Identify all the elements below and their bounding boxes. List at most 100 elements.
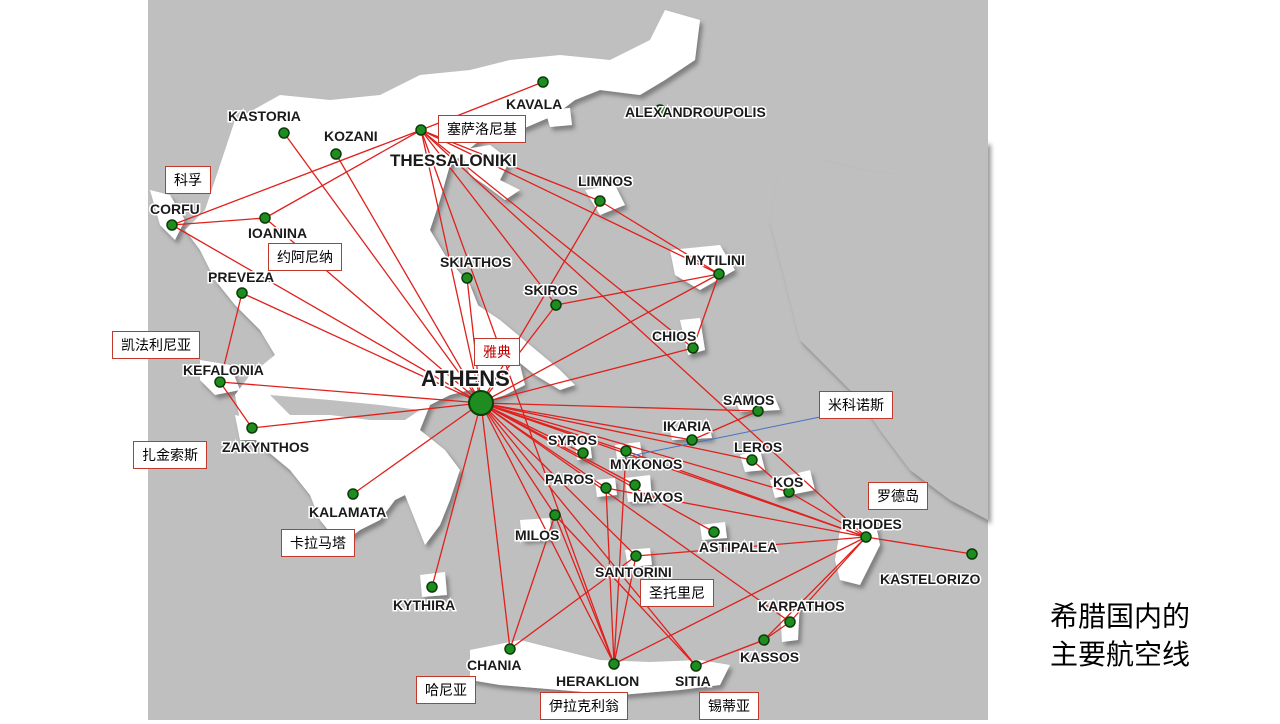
airport-naxos-marker (629, 479, 641, 491)
route-athens-kastoria (283, 132, 482, 404)
callout-corfu: 科孚 (165, 166, 211, 194)
airport-syros-marker (577, 447, 589, 459)
city-label-thessaloniki: THESSALONIKI (390, 151, 517, 170)
route-athens-kythira (431, 402, 482, 588)
callout-chania: 哈尼亚 (416, 676, 476, 704)
route-heraklion-mykonos (613, 450, 627, 665)
route-athens-chania (480, 402, 511, 650)
callout-santorini: 圣托里尼 (640, 579, 714, 607)
airport-limnos-marker (594, 195, 606, 207)
route-rhodes-mykonos (625, 450, 867, 538)
thasos-island (545, 108, 572, 127)
route-athens-kos (480, 402, 790, 493)
route-thessaloniki-skiros (420, 129, 557, 306)
chalkidiki (460, 145, 520, 200)
airport-ioanina-marker (259, 212, 271, 224)
route-limnos-mytilini (599, 200, 720, 275)
airport-kozani-marker (330, 148, 342, 160)
city-label-mytilini: MYTILINI (685, 252, 745, 268)
slide-title-line2: 主要航空线 (1050, 638, 1191, 671)
city-label-chios: CHIOS (652, 328, 696, 344)
city-label-kastelorizo: KASTELORIZO (880, 571, 980, 587)
airport-heraklion-marker (608, 658, 620, 670)
city-label-alexandroupolis: ALEXANDROUPOLIS (625, 104, 766, 120)
slide-title: 希腊国内的 主要航空线 (1050, 598, 1270, 674)
city-label-kozani: KOZANI (324, 128, 378, 144)
route-rhodes-kos (788, 491, 867, 538)
city-label-sitia: SITIA (675, 673, 711, 689)
city-label-kassos: KASSOS (740, 649, 799, 665)
evia (470, 300, 575, 390)
airport-santorini-marker (630, 550, 642, 562)
callout-rhodes: 罗德岛 (868, 482, 928, 510)
city-label-astipalea: ASTIPALEA (699, 539, 777, 555)
city-label-samos: SAMOS (723, 392, 774, 408)
airport-karpathos-marker (784, 616, 796, 628)
airport-corfu-marker (166, 219, 178, 231)
airport-chios-marker (687, 342, 699, 354)
city-label-santorini: SANTORINI (595, 564, 672, 580)
chios-island (680, 318, 705, 355)
city-labels: ATHENS THESSALONIKI KASTORIA KOZANI KAVALA AL… (149, 95, 982, 691)
route-sitia-milos (554, 514, 697, 667)
route-leros-kos (751, 459, 790, 493)
route-chania-santorini (509, 555, 637, 650)
route-athens-kefalonia (219, 381, 482, 404)
route-mytilini-skiros (555, 273, 720, 306)
city-label-zakynthos: ZAKYNTHOS (222, 439, 309, 455)
callout-sitia: 锡蒂亚 (699, 692, 759, 720)
route-athens-astipalea (480, 402, 715, 533)
route-samos-ikaria (691, 410, 759, 441)
callout-zakynthos: 扎金索斯 (133, 441, 207, 469)
samos-island (735, 398, 780, 412)
ikaria-island (670, 428, 712, 440)
route-athens-leros (480, 402, 753, 461)
route-preveza-kefalonia (219, 292, 243, 383)
route-thessaloniki-heraklion (420, 129, 615, 665)
city-label-athens: ATHENS (421, 366, 510, 391)
callout-thessaloniki: 塞萨洛尼基 (438, 115, 526, 143)
city-label-paros: PAROS (545, 471, 594, 487)
city-label-kalamata: KALAMATA (309, 504, 386, 520)
airport-alexandroupolis-marker (654, 104, 666, 116)
airport-kythira-marker (426, 581, 438, 593)
city-label-leros: LEROS (734, 439, 782, 455)
city-label-skiros: SKIROS (524, 282, 578, 298)
route-heraklion-santorini (613, 555, 637, 665)
city-label-corfu: CORFU (150, 201, 200, 217)
city-label-kastoria: KASTORIA (228, 108, 301, 124)
kos-island (770, 470, 815, 498)
route-athens-zakynthos (251, 402, 482, 429)
route-thessaloniki-mytilini (420, 129, 720, 275)
route-kefalonia-zakynthos (219, 381, 253, 429)
route-athens-thessaloniki (420, 129, 482, 404)
slide-title-line1: 希腊国内的 (1050, 600, 1191, 633)
routes (171, 81, 973, 667)
route-athens-milos (480, 402, 556, 516)
city-label-kavala: KAVALA (506, 96, 562, 112)
route-chania-milos (509, 514, 556, 650)
milos-island (520, 518, 552, 540)
airport-milos-marker (549, 509, 561, 521)
city-label-karpathos: KARPATHOS (758, 598, 845, 614)
airport-zakynthos-marker (246, 422, 258, 434)
airport-kastelorizo-marker (966, 548, 978, 560)
city-label-limnos: LIMNOS (578, 173, 632, 189)
airport-paros-marker (600, 482, 612, 494)
route-thessaloniki-corfu (171, 129, 422, 226)
route-athens-limnos (480, 200, 601, 404)
mykonos-callout-leader (629, 416, 821, 457)
city-label-kythira: KYTHIRA (393, 597, 455, 613)
city-label-skiathos: SKIATHOS (440, 254, 511, 270)
route-athens-sitia (480, 402, 697, 667)
airport-kastoria-marker (278, 127, 290, 139)
turkey-coast (770, 140, 988, 520)
route-kassos-sitia (695, 639, 765, 667)
callout-ioanina: 约阿尼纳 (268, 243, 342, 271)
city-label-ioanina: IOANINA (248, 225, 307, 241)
airport-leros-marker (746, 454, 758, 466)
airport-rhodes-marker (860, 531, 872, 543)
route-athens-samos (480, 402, 759, 412)
